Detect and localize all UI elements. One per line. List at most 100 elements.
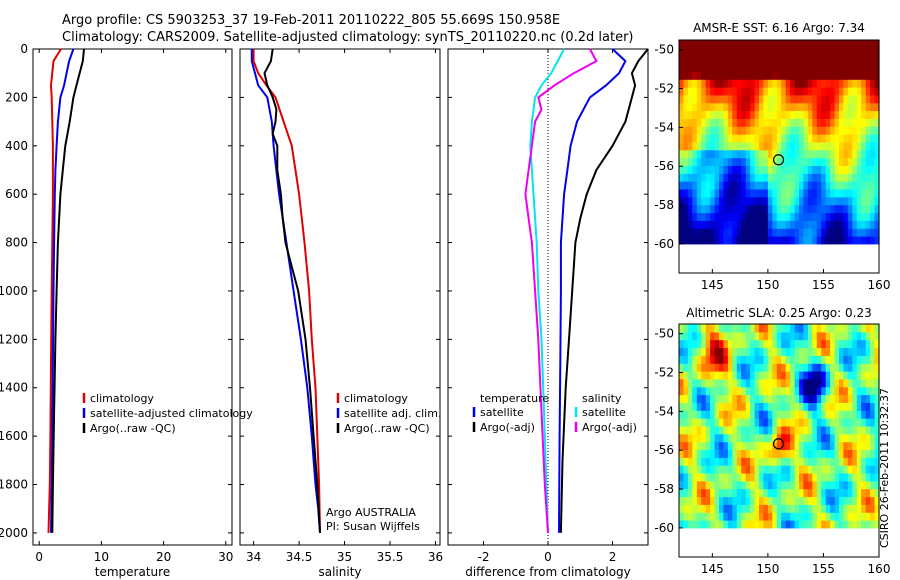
sst_map-cell — [856, 126, 862, 135]
sla_map-cell — [812, 355, 818, 364]
sst_map-cell — [736, 55, 742, 65]
sla_map-cell — [679, 473, 684, 482]
sla_map-cell — [701, 512, 707, 521]
sla_map-cell — [874, 363, 880, 372]
sla_map-cell — [861, 418, 867, 427]
sla_map-cell — [772, 402, 778, 411]
sla_map-cell — [741, 339, 747, 349]
sla_map-cell — [732, 465, 738, 474]
sst_map-cell — [843, 126, 849, 135]
sst_map-cell — [821, 189, 827, 198]
sla_map-cell — [874, 425, 880, 435]
sst_map-cell — [705, 173, 711, 182]
sst_map-cell — [767, 212, 773, 221]
sla_map-cell — [736, 418, 742, 427]
sst_map-cell — [794, 94, 800, 104]
sla_map-cell — [767, 488, 773, 498]
sla_map-cell — [874, 457, 880, 466]
sla_map-cell — [692, 473, 698, 482]
sla_map-cell — [816, 488, 822, 498]
sst_map-cell — [719, 87, 724, 96]
sst_map-cell — [799, 228, 804, 237]
sla_map-cell — [727, 504, 733, 513]
sst_map-cell — [687, 102, 693, 112]
sst_map-cell — [807, 173, 813, 182]
sst_map-cell — [772, 110, 778, 119]
sla_map-cell — [821, 324, 827, 333]
sst_map-cell — [865, 118, 871, 127]
sla_map-cell — [732, 512, 738, 521]
sst_map-cell — [834, 181, 840, 190]
sst_map-cell — [870, 141, 876, 151]
sst_map-cell — [759, 236, 764, 245]
sst_map-cell — [821, 55, 827, 65]
sst_map-cell — [772, 157, 778, 166]
sst_map-cell — [723, 220, 729, 229]
sla_map-cell — [719, 347, 724, 356]
sla_map-cell — [834, 488, 840, 498]
sst_map-cell — [776, 173, 782, 182]
sla_map-cell — [701, 339, 707, 349]
sla_map-cell — [727, 520, 733, 529]
sla_map-cell — [692, 496, 698, 505]
salinity-xtick-label: 36 — [428, 550, 443, 564]
sla_map-cell — [830, 504, 836, 513]
sla_map-cell — [759, 339, 764, 349]
sla_map-cell — [692, 433, 698, 443]
sla_map-cell — [732, 355, 738, 364]
sst_map-cell — [816, 63, 822, 72]
sst_map-cell — [790, 79, 796, 88]
sla_map-cell — [687, 520, 693, 529]
sla_map-cell — [772, 371, 778, 380]
sla_map-cell — [874, 347, 880, 356]
sla_map-cell — [856, 339, 862, 349]
sla_map-cell — [807, 496, 813, 505]
sst_map-cell — [750, 165, 756, 174]
sst_map-cell — [750, 196, 756, 206]
sla_map-cell — [825, 449, 831, 458]
sla_map-cell — [741, 496, 747, 505]
sla_map-cell — [750, 480, 756, 490]
sst_map-cell — [830, 141, 836, 151]
sst_map-cell — [745, 149, 751, 159]
sla_map-cell — [727, 480, 733, 490]
sst_map-cell — [803, 220, 809, 229]
sla_map-cell — [719, 402, 724, 411]
sla_map-cell — [843, 386, 849, 396]
sst_map-cell — [710, 63, 716, 72]
sst_map-cell — [852, 87, 858, 96]
sst_map-cell — [776, 55, 782, 65]
sst_map-cell — [865, 40, 871, 49]
sst_map-cell — [696, 87, 702, 96]
sst_map-cell — [856, 212, 862, 221]
sst_map-cell — [750, 55, 756, 65]
sst_map-cell — [847, 236, 853, 245]
sst_map-cell — [794, 110, 800, 119]
sst_map-cell — [856, 157, 862, 166]
sst_map-cell — [781, 63, 787, 72]
sst_map-cell — [772, 196, 778, 206]
sla_map-cell — [781, 386, 787, 396]
sst_map-cell — [821, 228, 827, 237]
sst_map-cell — [861, 141, 867, 151]
sst_map-cell — [785, 157, 791, 166]
sst_map-cell — [843, 40, 849, 49]
sst_map-cell — [772, 181, 778, 190]
sst_map-cell — [812, 118, 818, 127]
sst_map-cell — [679, 141, 684, 151]
sla_map-cell — [830, 480, 836, 490]
sla_map-cell — [874, 512, 880, 521]
sst_map-cell — [741, 40, 747, 49]
sst_map-cell — [794, 134, 800, 143]
sst_map-cell — [692, 157, 698, 166]
sst_map-cell — [683, 212, 689, 221]
temperature-legend-label: satellite-adjusted climatology — [90, 407, 253, 420]
sla_map-cell — [821, 449, 827, 458]
sla_map-cell — [856, 347, 862, 356]
sst_map-cell — [759, 71, 764, 80]
sla_map-cell — [821, 363, 827, 372]
sla_map-cell — [785, 363, 791, 372]
sst_map-cell — [683, 204, 689, 214]
sst_map-cell — [763, 189, 769, 198]
temperature-xtick-label: 30 — [218, 550, 233, 564]
